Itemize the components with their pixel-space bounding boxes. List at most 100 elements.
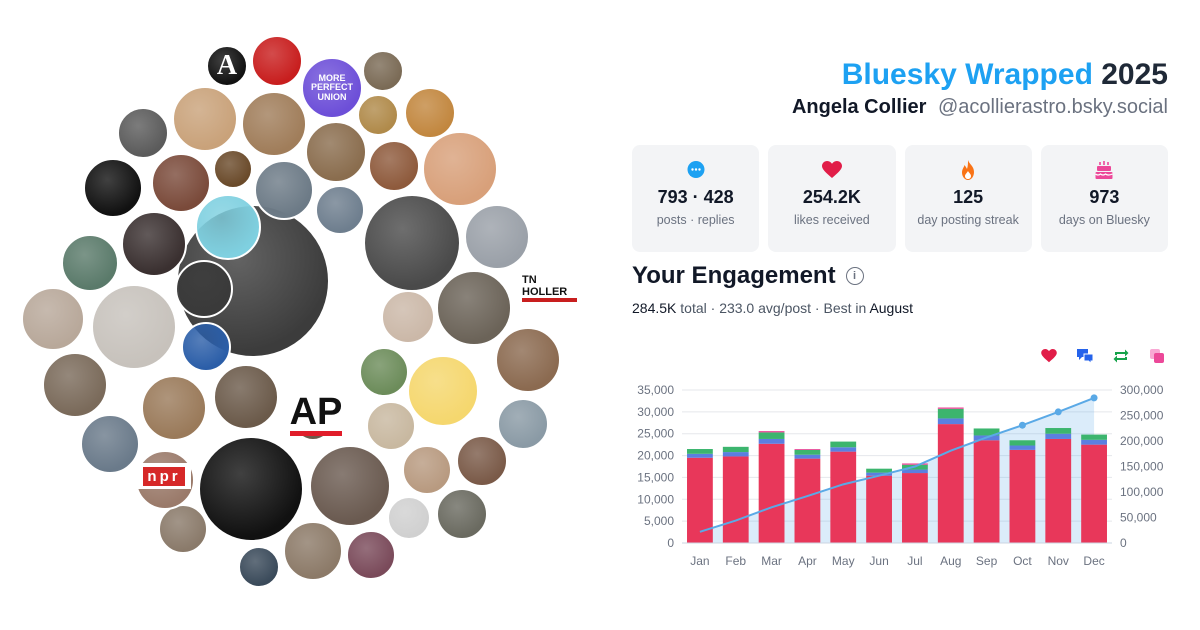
avatar[interactable] <box>83 158 143 218</box>
avatar[interactable] <box>141 375 207 441</box>
y2-tick-label: 200,000 <box>1120 434 1164 448</box>
x-tick-label: Feb <box>725 554 746 568</box>
avatar-cloud: A MORE PERFECT UNION TN HOLLER AP npr <box>21 35 577 588</box>
avatar[interactable] <box>21 287 85 351</box>
cake-icon <box>1093 159 1115 181</box>
avatar[interactable] <box>175 260 233 318</box>
avatar[interactable] <box>251 35 303 87</box>
avatar[interactable] <box>172 86 238 152</box>
x-tick-label: May <box>832 554 855 568</box>
page-title: Bluesky Wrapped 2025 <box>842 58 1168 92</box>
repost-icon[interactable] <box>1112 347 1130 365</box>
bar-segment <box>937 424 964 543</box>
avatar[interactable] <box>495 327 561 393</box>
npr-logo[interactable]: npr <box>137 463 191 489</box>
x-tick-label: Jan <box>690 554 709 568</box>
avatar[interactable] <box>404 87 456 139</box>
avatar[interactable] <box>241 91 307 157</box>
avatar[interactable] <box>368 140 420 192</box>
bar-segment <box>722 456 749 543</box>
bar-segment <box>866 475 892 543</box>
avatar[interactable] <box>80 414 140 474</box>
stat-value: 973 <box>1089 187 1120 207</box>
quote-icon[interactable] <box>1148 347 1166 365</box>
avatar[interactable] <box>283 521 343 581</box>
y-tick-label: 30,000 <box>637 405 674 419</box>
bar-segment <box>794 458 821 543</box>
avatar[interactable] <box>497 398 549 450</box>
avatar[interactable] <box>402 445 452 495</box>
avatar[interactable] <box>238 546 280 588</box>
user-handle: @acollierastro.bsky.social <box>937 96 1168 118</box>
bar-segment <box>794 449 821 455</box>
stat-days: 973 days on Bluesky <box>1040 145 1168 252</box>
display-name: Angela Collier <box>791 96 927 118</box>
avatar[interactable] <box>117 107 169 159</box>
avatar[interactable] <box>158 504 208 554</box>
chart-axes: 0 5,000 10,000 15,000 20,000 25,000 30,000 35,0… <box>637 383 1163 568</box>
bar-segment <box>902 473 928 543</box>
info-icon[interactable]: i <box>845 267 864 285</box>
avatar[interactable] <box>121 211 187 277</box>
y-tick-label: 35,000 <box>637 383 674 397</box>
avatar[interactable] <box>315 185 365 235</box>
bar-segment <box>830 441 857 448</box>
avatar[interactable] <box>198 436 304 542</box>
avatar[interactable] <box>91 284 177 370</box>
stats-row: 793 · 428 posts · replies 254.2K likes r… <box>632 145 1168 252</box>
bar-segment <box>902 463 928 465</box>
stat-label: likes received <box>794 213 870 227</box>
avatar[interactable] <box>61 234 119 292</box>
bar-segment <box>1045 433 1072 439</box>
avatar[interactable] <box>362 50 404 92</box>
engagement-title: Your Engagement i <box>632 262 864 290</box>
avatar[interactable] <box>407 355 479 427</box>
avatar[interactable] <box>381 290 435 344</box>
bar-segment <box>1009 449 1036 543</box>
brand-title: Bluesky Wrapped <box>841 58 1093 91</box>
avatar[interactable] <box>346 530 396 580</box>
bar-segment <box>937 408 964 419</box>
engagement-total-word: total <box>680 300 707 316</box>
avatar[interactable] <box>213 149 253 189</box>
avatar[interactable] <box>422 131 498 207</box>
y2-tick-label: 50,000 <box>1120 511 1157 525</box>
avatar[interactable] <box>42 352 108 418</box>
avatar[interactable] <box>436 488 488 540</box>
avatar[interactable] <box>387 496 431 540</box>
avatar[interactable] <box>305 121 367 183</box>
avatar[interactable] <box>151 153 211 213</box>
x-tick-label: Nov <box>1048 554 1069 568</box>
avatar[interactable] <box>464 204 530 270</box>
y2-tick-label: 0 <box>1120 536 1127 550</box>
avatar[interactable] <box>309 445 391 527</box>
ap-logo[interactable]: AP <box>285 393 347 436</box>
y-tick-label: 5,000 <box>644 514 674 528</box>
avatar[interactable] <box>357 94 399 136</box>
avatar[interactable] <box>366 401 416 451</box>
avatar[interactable] <box>456 435 508 487</box>
avatar[interactable]: A <box>206 45 248 87</box>
bar-segment <box>1081 434 1107 440</box>
avatar[interactable] <box>254 160 314 220</box>
bar-segment <box>758 431 785 433</box>
x-tick-label: Apr <box>798 554 817 568</box>
tn-holler-logo[interactable]: TN HOLLER <box>522 274 577 302</box>
bar-segment <box>937 418 964 425</box>
bar-segment <box>687 457 713 543</box>
x-tick-label: Oct <box>1013 554 1032 568</box>
engagement-chart: 0 5,000 10,000 15,000 20,000 25,000 30,000 35,0… <box>637 383 1163 568</box>
engagement-avg: 233.0 avg/post <box>719 300 812 316</box>
heart-icon[interactable] <box>1040 347 1058 365</box>
stat-value: 793 · 428 <box>657 187 734 207</box>
avatar[interactable] <box>213 364 279 430</box>
avatar[interactable] <box>363 194 461 292</box>
engagement-summary: 284.5K total · 233.0 avg/post · Best in … <box>632 300 914 316</box>
avatar[interactable] <box>359 347 409 397</box>
replies-icon[interactable] <box>1076 347 1094 365</box>
avatar[interactable] <box>195 194 261 260</box>
y-tick-label: 15,000 <box>637 470 674 484</box>
avatar[interactable]: MORE PERFECT UNION <box>301 57 363 119</box>
avatar[interactable] <box>181 322 231 372</box>
avatar[interactable] <box>436 270 512 346</box>
